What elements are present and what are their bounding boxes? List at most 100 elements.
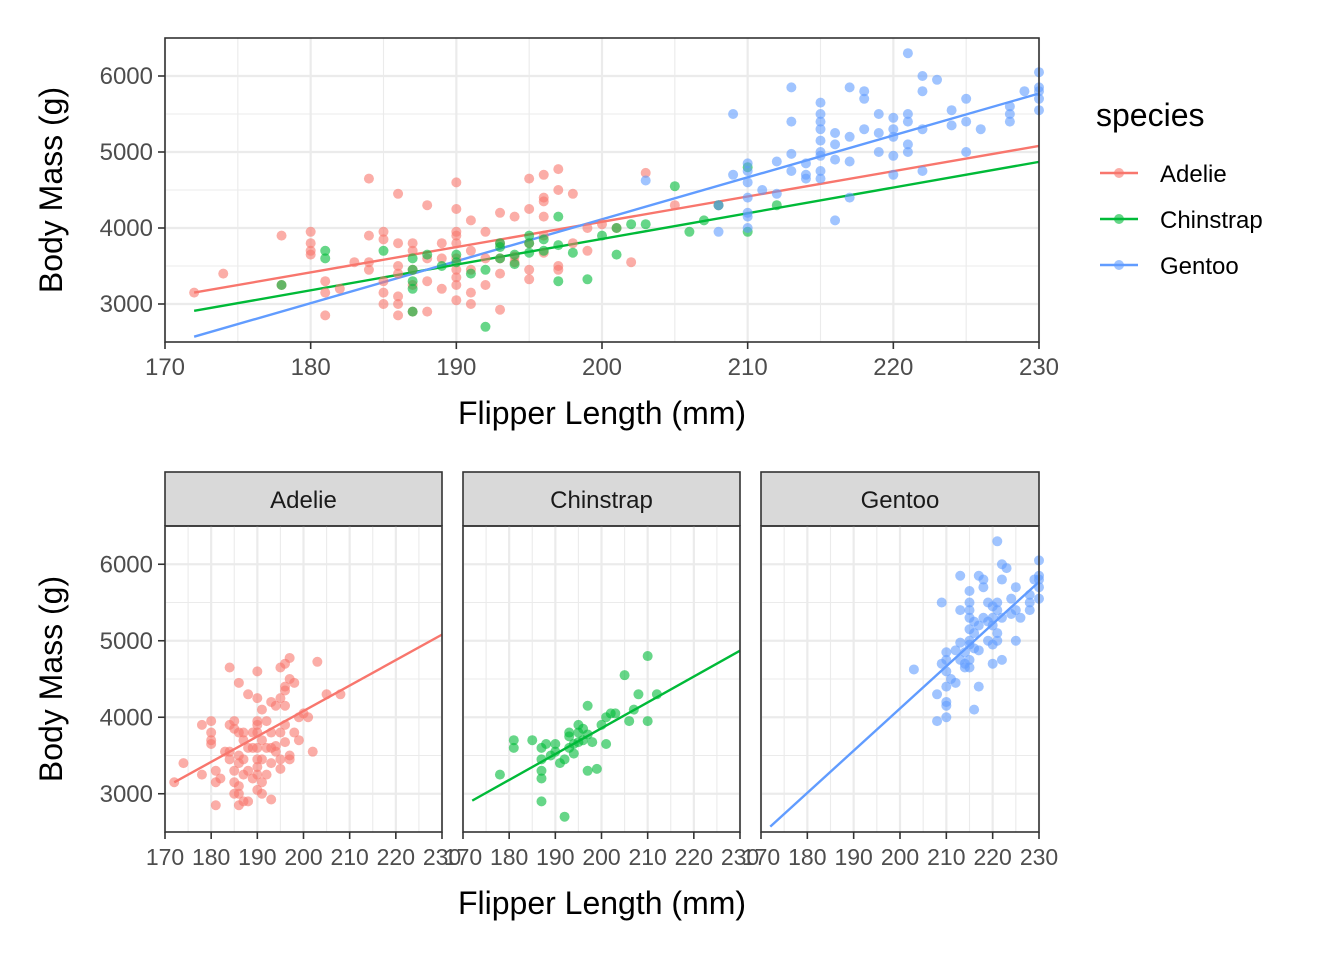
- facet-adelie-point: [275, 693, 286, 704]
- facet-gentoo-point: [992, 605, 1003, 616]
- combined-chinstrap-point: [538, 234, 549, 245]
- combined-adelie-point: [436, 253, 447, 264]
- facet-gentoo-point: [955, 605, 966, 616]
- combined-chinstrap-point: [422, 249, 433, 260]
- facet-adelie-point: [303, 712, 314, 723]
- facet-chinstrap-point: [601, 739, 612, 750]
- facet-y-axis-title: Body Mass (g): [33, 576, 69, 782]
- facet-adelie-x-tick-label: 200: [284, 844, 322, 870]
- combined-chinstrap-point: [495, 253, 506, 264]
- combined-gentoo-point: [902, 139, 913, 150]
- combined-gentoo-point: [917, 166, 928, 176]
- facet-adelie-point: [275, 754, 286, 765]
- facet-adelie-point: [233, 788, 244, 799]
- combined-adelie-point: [378, 276, 389, 287]
- facet-adelie-strip-label: Adelie: [270, 487, 337, 514]
- combined-gentoo-point: [713, 200, 724, 211]
- combined-x-tick-label: 170: [145, 354, 185, 381]
- facet-chinstrap-point: [494, 769, 505, 780]
- combined-x-tick-label: 210: [728, 354, 768, 381]
- facet-adelie-point: [196, 769, 207, 780]
- combined-adelie-point: [393, 261, 404, 271]
- combined-chinstrap-point: [436, 261, 447, 271]
- facet-adelie-point: [224, 754, 235, 765]
- facet-gentoo-point: [992, 628, 1003, 639]
- facet-gentoo-x-tick-label: 200: [881, 844, 919, 870]
- combined-gentoo-point: [859, 93, 870, 104]
- combined-adelie-point: [626, 257, 637, 268]
- combined-chinstrap-point: [407, 253, 418, 264]
- facet-gentoo-point: [973, 645, 984, 656]
- facet-adelie-x-tick-label: 210: [330, 844, 368, 870]
- combined-gentoo-point: [961, 147, 972, 157]
- combined-chinstrap-point: [407, 306, 418, 317]
- combined-gentoo-point: [742, 211, 753, 222]
- facet-gentoo-point: [996, 612, 1007, 623]
- combined-gentoo-point: [742, 177, 753, 188]
- combined-adelie-point: [422, 200, 433, 211]
- legend-label: Adelie: [1160, 161, 1227, 188]
- facet-adelie-point: [284, 652, 295, 663]
- combined-chinstrap-point: [524, 238, 535, 249]
- combined-chinstrap-point: [465, 268, 476, 279]
- combined-gentoo-point: [888, 124, 899, 135]
- combined-adelie-point: [393, 299, 404, 309]
- facet-adelie-point: [224, 662, 235, 673]
- combined-gentoo-point: [902, 48, 913, 59]
- combined-gentoo-point: [917, 124, 928, 135]
- facet-chinstrap-point: [536, 796, 547, 807]
- combined-y-axis-title: Body Mass (g): [33, 87, 69, 293]
- combined-gentoo-point: [815, 97, 826, 108]
- combined-adelie-point: [378, 234, 389, 245]
- facet-gentoo-x-tick-label: 220: [973, 844, 1011, 870]
- combined-adelie-point: [465, 287, 476, 298]
- facet-adelie-point: [243, 765, 254, 776]
- combined-panel-points: [189, 48, 1044, 332]
- combined-gentoo-point: [888, 150, 899, 161]
- facet-gentoo-point: [932, 689, 943, 700]
- combined-adelie-point: [436, 283, 447, 294]
- combined-gentoo-point: [815, 173, 826, 184]
- combined-adelie-point: [276, 230, 287, 241]
- combined-chinstrap-point: [640, 219, 651, 230]
- facet-adelie-point: [178, 758, 189, 769]
- combined-chinstrap-point: [567, 247, 578, 258]
- combined-adelie-point: [334, 283, 345, 294]
- facet-gentoo-strip-label: Gentoo: [861, 487, 940, 514]
- combined-gentoo-point: [902, 116, 913, 127]
- legend: species Adelie Chinstrap Gentoo: [1096, 97, 1263, 280]
- facet-adelie-point: [252, 742, 263, 753]
- combined-chinstrap-point: [407, 283, 418, 294]
- facet-gentoo-ticks: 170 180 190 200 210 220 230: [742, 832, 1058, 870]
- facet-adelie-point: [289, 727, 300, 738]
- combined-adelie-point: [349, 257, 360, 268]
- combined-adelie-point: [451, 204, 462, 214]
- facet-gentoo-point: [955, 637, 966, 648]
- combined-adelie-point: [567, 188, 578, 199]
- combined-chinstrap-point: [524, 230, 535, 241]
- combined-adelie-point: [480, 280, 491, 290]
- combined-chinstrap-point: [480, 264, 491, 275]
- combined-adelie-point: [218, 268, 229, 279]
- combined-gentoo-point: [786, 148, 797, 159]
- combined-gentoo-point: [961, 93, 972, 104]
- facet-chinstrap-point: [591, 763, 602, 774]
- combined-chinstrap-point: [407, 276, 418, 287]
- facet-gentoo-point: [932, 716, 943, 727]
- facet-gentoo-point: [1010, 582, 1021, 593]
- combined-adelie-point: [320, 287, 331, 298]
- combined-gentoo-point: [844, 156, 855, 167]
- combined-chinstrap-point: [276, 280, 287, 290]
- facet-adelie-point: [196, 719, 207, 730]
- facet-adelie-point: [280, 700, 291, 711]
- facet-adelie-trend-line: [173, 633, 443, 784]
- combined-gentoo-point: [742, 158, 753, 169]
- combined-adelie-point: [465, 215, 476, 226]
- combined-gentoo-point: [1004, 101, 1015, 112]
- facet-gentoo-point: [936, 597, 947, 608]
- facet-chinstrap-point: [619, 670, 630, 681]
- facet-gentoo-trend-line: [769, 580, 1040, 828]
- legend-title: species: [1096, 97, 1205, 133]
- facet-chinstrap-point: [559, 811, 570, 822]
- facet-adelie-x-tick-label: 180: [192, 844, 230, 870]
